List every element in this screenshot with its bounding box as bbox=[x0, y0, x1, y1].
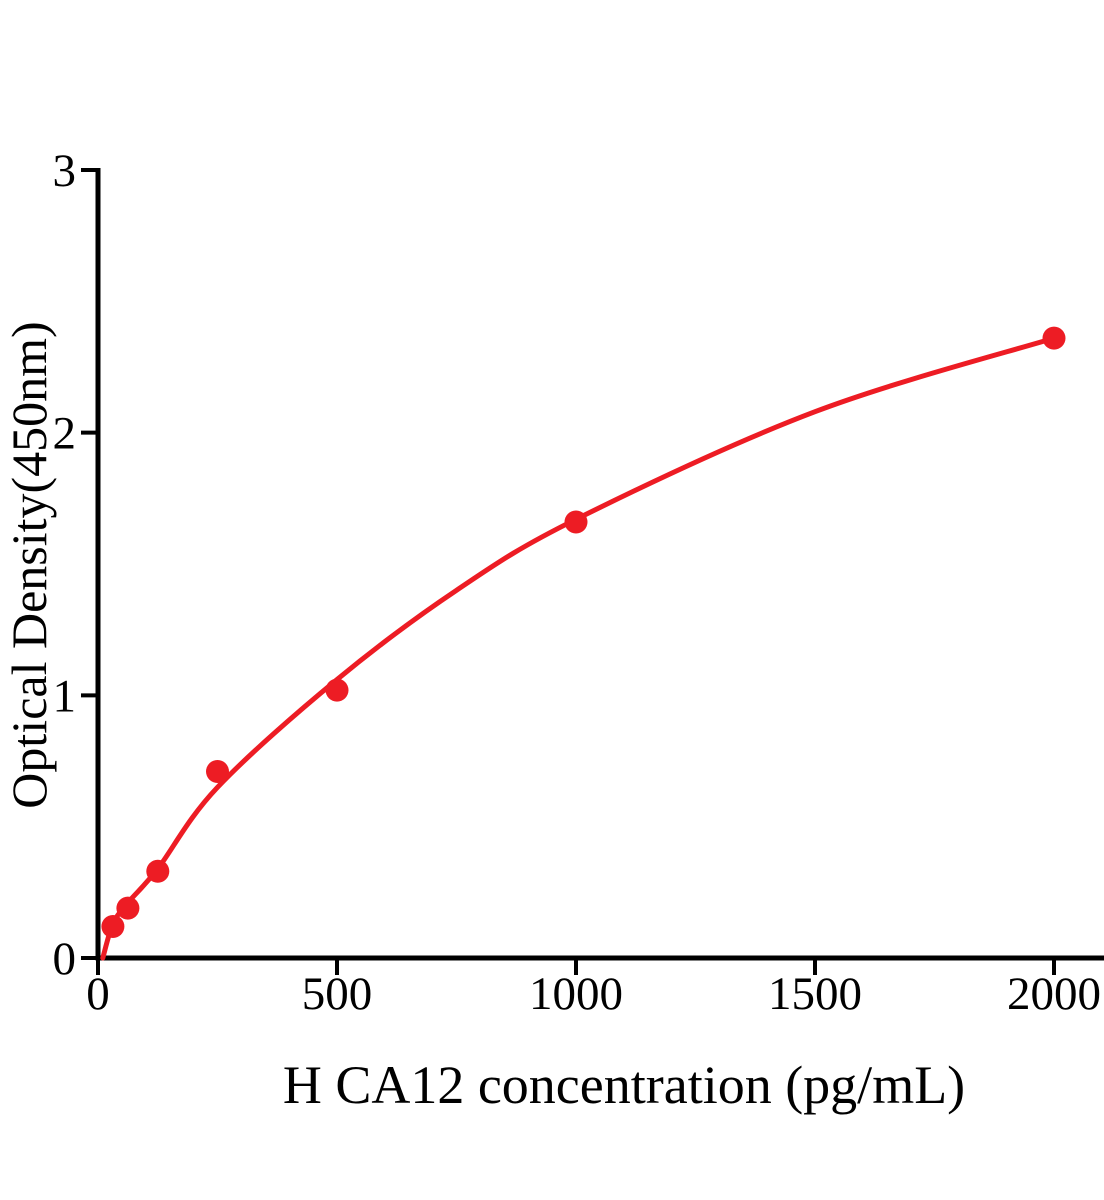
data-point bbox=[146, 859, 170, 883]
y-tick-label: 2 bbox=[53, 408, 77, 460]
data-point bbox=[206, 760, 229, 783]
x-tick-label: 1000 bbox=[529, 968, 623, 1020]
x-tick-label: 0 bbox=[86, 968, 110, 1020]
y-axis-ticks bbox=[81, 168, 98, 960]
y-axis-title: Optical Density(450nm) bbox=[1, 321, 57, 808]
x-axis-title: H CA12 concentration (pg/mL) bbox=[283, 1055, 965, 1115]
x-tick-label: 2000 bbox=[1007, 968, 1101, 1020]
x-tick-labels: 0 500 1000 1500 2000 bbox=[86, 968, 1101, 1020]
axis-spines bbox=[95, 168, 1104, 961]
data-point bbox=[1042, 326, 1066, 350]
data-point bbox=[325, 678, 349, 702]
data-points bbox=[101, 326, 1066, 938]
data-point bbox=[116, 896, 140, 920]
x-tick-label: 500 bbox=[302, 968, 373, 1020]
y-tick-label: 1 bbox=[53, 670, 77, 722]
data-point bbox=[101, 915, 125, 938]
fit-curve-line bbox=[100, 335, 1057, 961]
data-point bbox=[564, 510, 588, 534]
y-tick-label: 3 bbox=[53, 145, 77, 197]
y-tick-labels: 0 1 2 3 bbox=[53, 145, 77, 985]
x-axis-ticks bbox=[96, 958, 1056, 975]
x-tick-label: 1500 bbox=[768, 968, 862, 1020]
y-tick-label: 0 bbox=[53, 933, 77, 985]
